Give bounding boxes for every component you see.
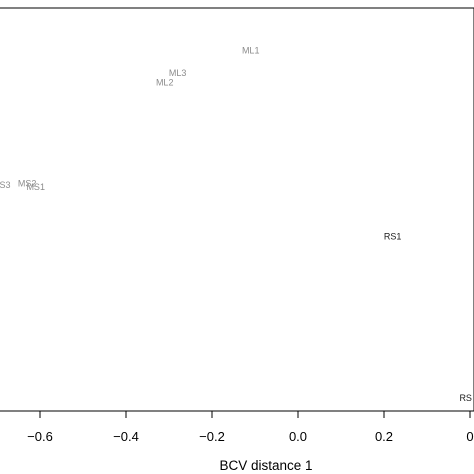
x-tick-label: 0.2 xyxy=(375,429,393,444)
x-tick-label: 0.0 xyxy=(289,429,307,444)
point-label-ms2: MS2 xyxy=(18,178,37,188)
plot-frame xyxy=(0,7,474,412)
point-label-ml2: ML2 xyxy=(156,78,174,88)
point-label-rs1: RS1 xyxy=(384,231,402,241)
point-label-ms1: MS1 xyxy=(26,182,45,192)
point-label-ml3: ML3 xyxy=(169,68,187,78)
point-label-rs: RS xyxy=(459,393,472,403)
x-tick-label: −0.2 xyxy=(199,429,225,444)
x-tick-label: −0.4 xyxy=(113,429,139,444)
point-label-ms3: MS3 xyxy=(0,180,11,190)
point-label-ml1: ML1 xyxy=(242,45,260,55)
x-axis-ticks: −0.6 −0.4 −0.2 0.0 0.2 0 xyxy=(27,411,474,444)
x-tick-label: −0.6 xyxy=(27,429,53,444)
x-tick-label: 0 xyxy=(466,429,473,444)
x-axis-title: BCV distance 1 xyxy=(219,458,312,473)
